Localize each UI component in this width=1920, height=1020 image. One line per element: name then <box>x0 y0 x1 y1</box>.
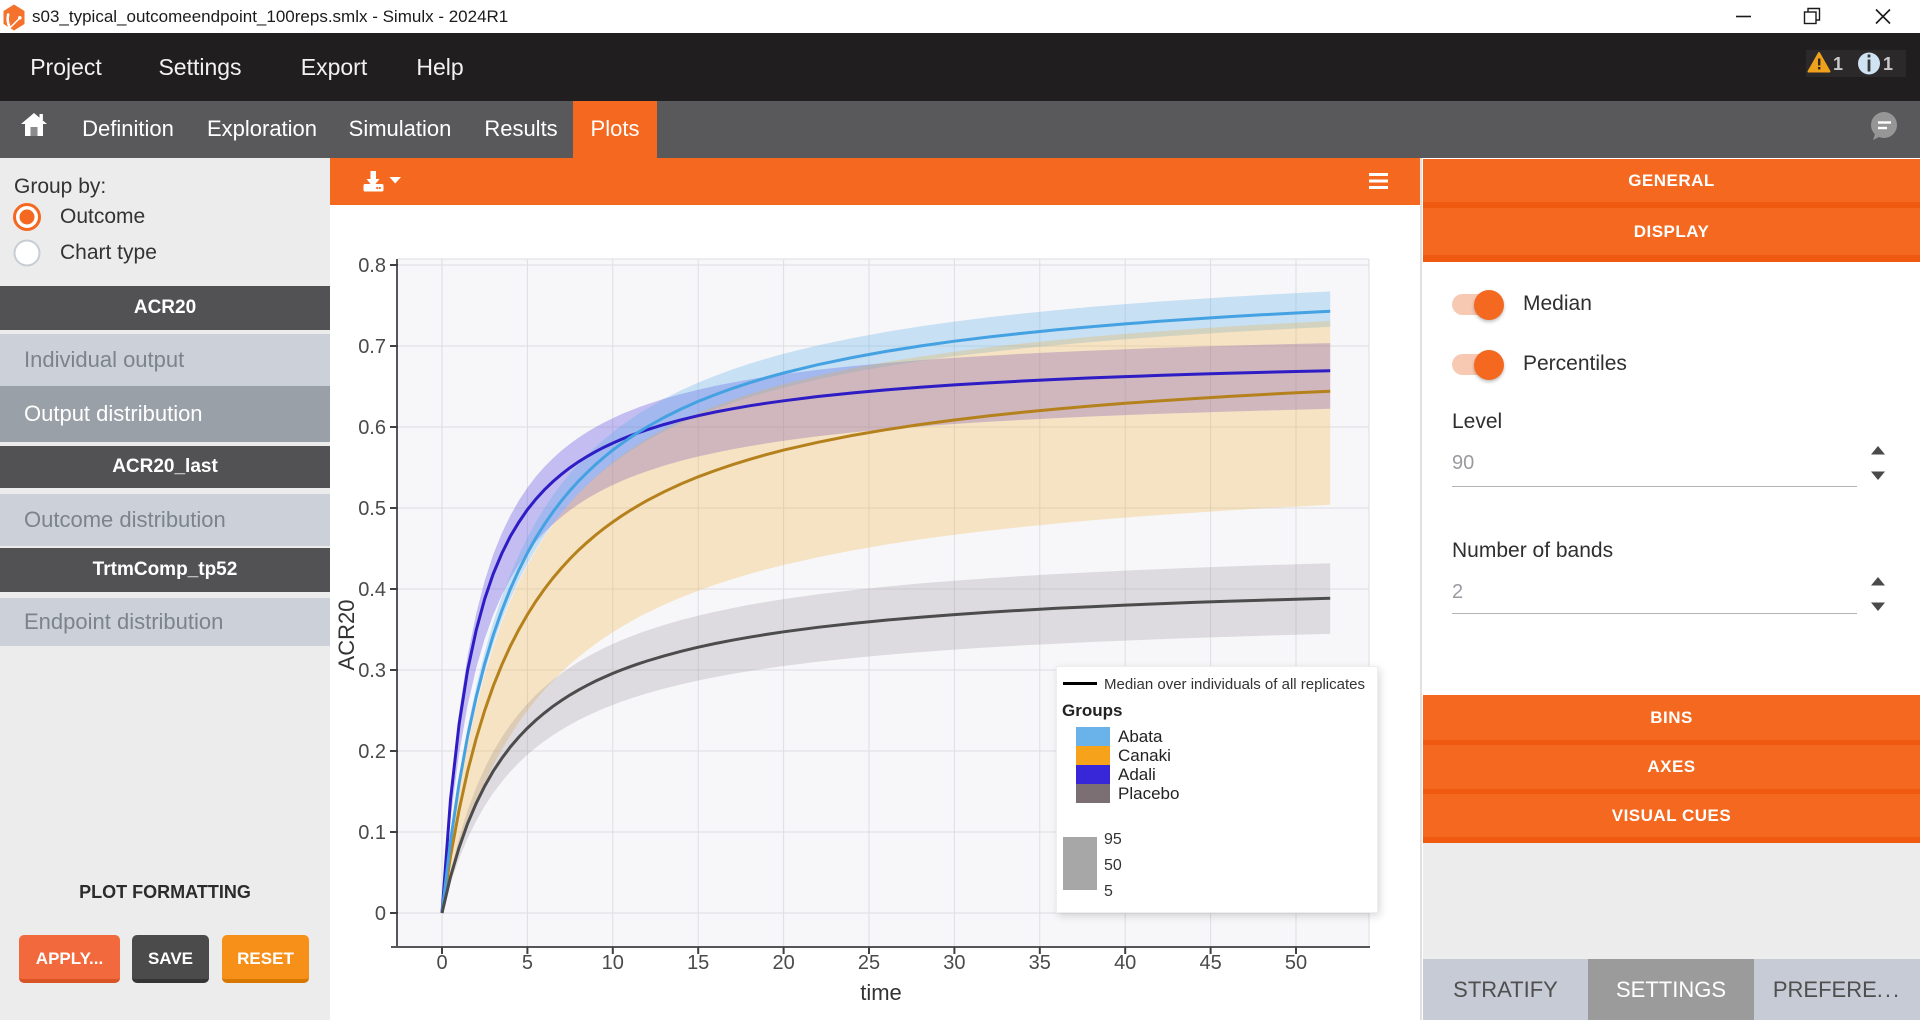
svg-text:10: 10 <box>602 952 624 974</box>
svg-text:30: 30 <box>943 952 965 974</box>
svg-text:40: 40 <box>1114 952 1136 974</box>
svg-text:25: 25 <box>858 952 880 974</box>
svg-text:time: time <box>860 980 902 1005</box>
svg-text:0: 0 <box>436 952 447 974</box>
svg-text:0.6: 0.6 <box>358 417 386 439</box>
svg-text:0.2: 0.2 <box>358 741 386 763</box>
svg-text:0.3: 0.3 <box>358 660 386 682</box>
svg-text:0.5: 0.5 <box>358 498 386 520</box>
svg-text:1: 1 <box>1883 54 1893 74</box>
svg-text:0: 0 <box>375 903 386 925</box>
svg-text:45: 45 <box>1199 952 1221 974</box>
svg-text:5: 5 <box>522 952 533 974</box>
svg-text:0.1: 0.1 <box>358 822 386 844</box>
svg-text:50: 50 <box>1285 952 1307 974</box>
svg-text:20: 20 <box>772 952 794 974</box>
svg-text:15: 15 <box>687 952 709 974</box>
svg-text:0.8: 0.8 <box>358 255 386 277</box>
svg-text:1: 1 <box>1833 54 1843 74</box>
svg-text:0.7: 0.7 <box>358 336 386 358</box>
svg-text:35: 35 <box>1029 952 1051 974</box>
svg-text:0.4: 0.4 <box>358 579 386 601</box>
svg-text:ACR20: ACR20 <box>334 600 359 671</box>
